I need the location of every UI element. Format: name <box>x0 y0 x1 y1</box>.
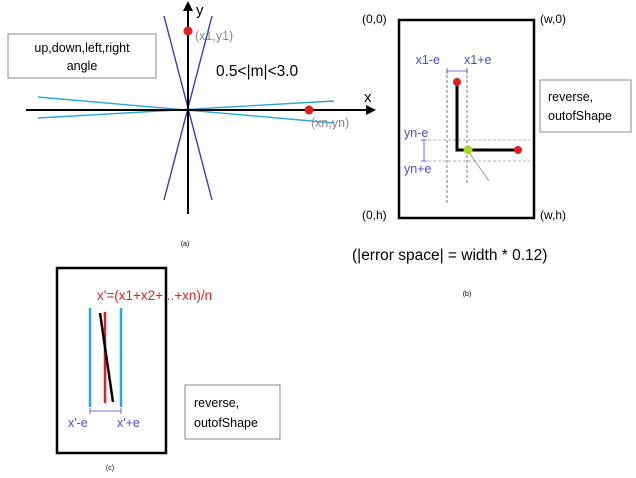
last-point-label: (xn,yn) <box>311 116 349 130</box>
gesture-stroke-c <box>98 312 115 403</box>
x-plus-e-label-c: x'+e <box>117 416 140 430</box>
reverse-label-b-line1: reverse, <box>548 90 593 104</box>
stroke-start-point <box>453 78 461 86</box>
y-axis-label: y <box>196 2 204 19</box>
x-axis-label: x <box>364 89 372 106</box>
panel-a-caption: (a) <box>181 241 190 248</box>
corner-top-left: (0,0) <box>362 12 387 26</box>
direction-label-line2: angle <box>67 59 98 73</box>
panel-c-caption: (c) <box>106 465 114 472</box>
direction-label-line1: up,down,left,right <box>34 41 130 55</box>
x-minus-e-label-c: x'-e <box>68 416 88 430</box>
y-minus-e-label: yn-e <box>404 126 428 140</box>
corner-top-right: (w,0) <box>540 12 566 26</box>
first-point-label: (x1,y1) <box>195 29 233 43</box>
panel-b: (0,0) (w,0) (0,h) (w,h) x1-e x1+e yn-e y… <box>352 12 632 298</box>
reverse-label-c-line2: outofShape <box>194 416 258 430</box>
panel-b-caption: (b) <box>463 291 472 298</box>
x-axis-arrowhead <box>366 105 376 115</box>
stroke-end-point <box>514 146 522 154</box>
error-space-formula: (|error space| = width * 0.12) <box>352 247 547 264</box>
gesture-stroke <box>455 82 518 152</box>
y-plus-e-label: yn+e <box>404 162 432 176</box>
corner-bottom-right: (w,h) <box>540 208 566 222</box>
direction-label-box <box>7 33 157 79</box>
panel-a: up,down,left,right angle x y 0.5<|m|<3.0… <box>7 1 376 248</box>
reverse-label-box-c <box>184 384 281 440</box>
panel-c: x'=(x1+x2+...+xn)/n x'-e x'+e reverse, o… <box>55 266 281 472</box>
corner-bottom-left: (0,h) <box>362 208 387 222</box>
screen-frame <box>397 18 536 220</box>
reverse-label-box-b <box>539 79 632 133</box>
last-point-marker <box>304 105 314 115</box>
reverse-label-b-line2: outofShape <box>548 109 612 123</box>
corner-pointer-line <box>469 153 490 182</box>
screen-frame-c <box>55 266 168 455</box>
reverse-label-c-line1: reverse, <box>194 396 239 410</box>
corner-point <box>463 145 473 155</box>
slope-condition: 0.5<|m|<3.0 <box>216 63 299 80</box>
x-minus-e-label: x1-e <box>416 53 440 67</box>
mean-x-formula: x'=(x1+x2+...+xn)/n <box>97 288 212 303</box>
y-axis-arrowhead <box>183 1 193 11</box>
x-plus-e-label: x1+e <box>464 53 492 67</box>
first-point-marker <box>183 26 193 36</box>
